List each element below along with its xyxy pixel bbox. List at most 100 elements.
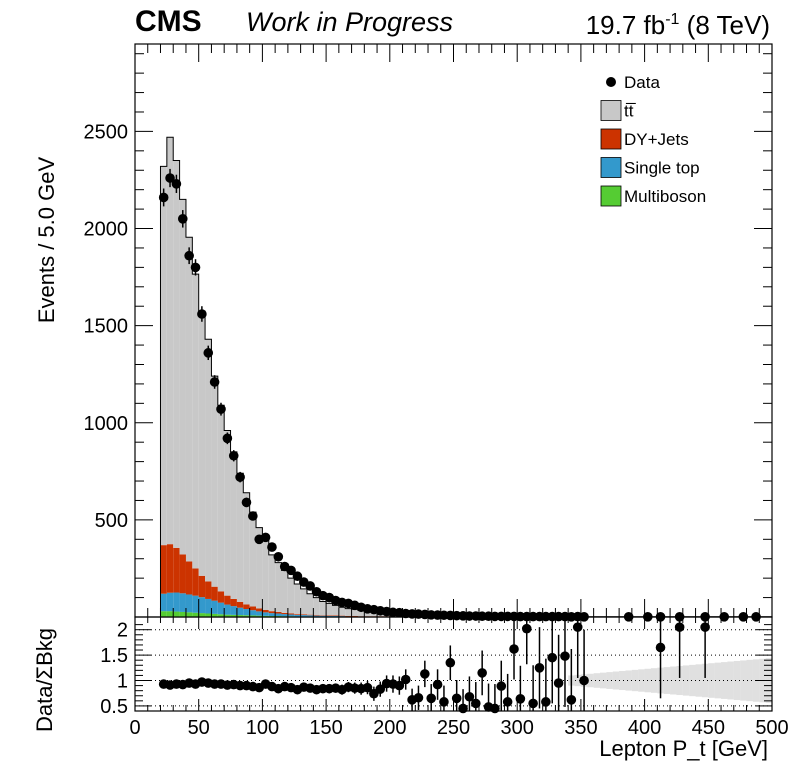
uncertainty-band-bin: [650, 668, 658, 693]
uncertainty-band-bin: [670, 666, 677, 695]
ratio-point: [439, 697, 449, 707]
stack-bar-series-1-bin-25: [319, 615, 327, 617]
ratio-point: [477, 668, 487, 678]
stack-bar-series-0-bin-14: [249, 615, 257, 617]
stack-bar-series-3-bin-2: [173, 160, 180, 548]
stack-bar-series-3-bin-13: [243, 492, 250, 605]
stack-bar-series-1-bin-9: [217, 602, 225, 615]
stack-bar-series-2-bin-30: [351, 616, 358, 617]
stack-bar-series-1-bin-21: [294, 614, 301, 617]
data-point: [184, 250, 194, 261]
legend-label: Multiboson: [624, 187, 706, 206]
data-point: [241, 497, 252, 508]
stack-bar-series-2-bin-7: [205, 581, 212, 599]
stack-bar-series-0-bin-6: [198, 613, 206, 617]
stack-bar-series-0-bin-1: [166, 611, 174, 617]
uncertainty-band-bin: [746, 659, 753, 702]
stack-bar-series-1-bin-22: [300, 615, 307, 617]
stack-bar-series-2-bin-18: [275, 611, 282, 614]
data-point: [190, 262, 201, 273]
ratio-plot-panel: 0.511.52 0 50 100 150 200 250 300 350 400 450 500 …: [32, 616, 789, 761]
data-point: [203, 348, 214, 358]
uncertainty-band-bin: [727, 661, 734, 700]
stack-bar-series-3-bin-5: [192, 274, 199, 569]
stack-bar-series-1-bin-17: [268, 613, 276, 617]
legend: Data tt̅ DY+Jets Single top Multiboson: [600, 73, 706, 207]
stack-bar-series-1-bin-16: [262, 612, 269, 616]
stack-bar-series-2-bin-21: [294, 614, 301, 615]
main-y-axis: 500 1000 1500 2000 2500: [84, 53, 772, 599]
stack-bar-series-0-bin-10: [224, 614, 231, 617]
legend-swatch: [600, 100, 622, 121]
ratio-point: [470, 698, 481, 709]
stack-bar-series-3-bin-17: [268, 554, 276, 612]
uncertainty-band-bin: [587, 673, 594, 688]
data-point: [222, 433, 233, 444]
stack-bar-series-2-bin-12: [236, 601, 244, 608]
stack-bar-series-2-bin-24: [313, 615, 320, 616]
stack-bar-series-2-bin-29: [345, 616, 352, 617]
stack-bar-series-3-bin-10: [224, 430, 231, 596]
data-point: [267, 542, 277, 552]
ratio-y-tick-label: 1: [117, 671, 128, 693]
y-tick-label: 1000: [84, 413, 129, 435]
stack-bar-series-3-bin-11: [230, 451, 237, 599]
uncertainty-band-bin: [625, 670, 632, 691]
uncertainty-band-bin: [695, 664, 702, 697]
x-tick-label: 300: [501, 717, 534, 739]
stack-bar-series-2-bin-8: [211, 586, 218, 601]
data-point: [235, 472, 245, 482]
stack-bar-series-3-bin-16: [262, 539, 269, 611]
ratio-point: [496, 681, 507, 691]
stack-bar-series-0-bin-13: [243, 615, 250, 617]
stacked-histogram: [159, 136, 772, 618]
data-point: [209, 377, 220, 387]
stack-bar-series-0-bin-15: [256, 615, 263, 617]
stack-bar-series-1-bin-6: [198, 597, 206, 614]
stack-bar-series-1-bin-27: [332, 615, 339, 617]
ratio-y-axis-title: Data/ΣBkg: [32, 628, 57, 732]
stack-bar-series-1-bin-20: [287, 614, 295, 617]
stack-bar-series-2-bin-25: [319, 615, 327, 616]
stack-bar-series-3-bin-1: [166, 137, 174, 545]
lumi-energy: (8 TeV): [679, 10, 770, 40]
stack-bar-series-2-bin-5: [192, 568, 199, 596]
uncertainty-band-bin: [733, 660, 741, 701]
x-tick-label: 500: [755, 717, 788, 739]
stack-bar-series-2-bin-23: [306, 614, 314, 616]
ratio-y-axis: 0.5 1 1.5 2: [100, 620, 772, 718]
data-point: [260, 532, 271, 543]
stack-bar-series-2-bin-4: [185, 561, 193, 595]
uncertainty-band-bin: [701, 663, 709, 698]
stack-bar-series-3-bin-30: [351, 609, 358, 617]
stack-bar-series-2-bin-2: [173, 547, 180, 593]
ratio-point: [553, 678, 564, 688]
stack-bar-series-0-bin-0: [160, 611, 167, 617]
x-tick-label: 450: [692, 717, 725, 739]
y-tick-label: 1500: [84, 316, 129, 338]
x-tick-label: 100: [246, 717, 279, 739]
ratio-point: [700, 622, 710, 632]
stack-bar-series-1-bin-26: [326, 615, 333, 617]
stack-bar-series-3-bin-21: [294, 583, 301, 615]
stack-bar-series-2-bin-14: [249, 606, 257, 611]
ratio-point: [566, 695, 577, 705]
ratio-point: [445, 657, 456, 668]
ratio-point: [509, 644, 519, 654]
stack-bar-series-3-bin-12: [236, 473, 244, 602]
data-point: [216, 404, 226, 414]
stack-bar-series-2-bin-0: [160, 545, 167, 594]
data-point: [305, 581, 315, 591]
stack-bar-series-3-bin-20: [287, 578, 295, 614]
stack-bar-series-1-bin-23: [306, 615, 314, 617]
stack-bar-series-0-bin-8: [211, 613, 218, 617]
stack-bar-series-3-bin-23: [306, 593, 314, 615]
stack-bar-series-2-bin-19: [281, 612, 288, 615]
x-tick-label: 0: [129, 717, 140, 739]
stack-bar-series-1-bin-4: [185, 594, 193, 613]
legend-label: tt̅: [624, 102, 636, 121]
stack-bar-series-2-bin-26: [326, 615, 333, 616]
uncertainty-band-bin: [593, 673, 601, 688]
stack-bar-series-2-bin-11: [230, 598, 237, 607]
